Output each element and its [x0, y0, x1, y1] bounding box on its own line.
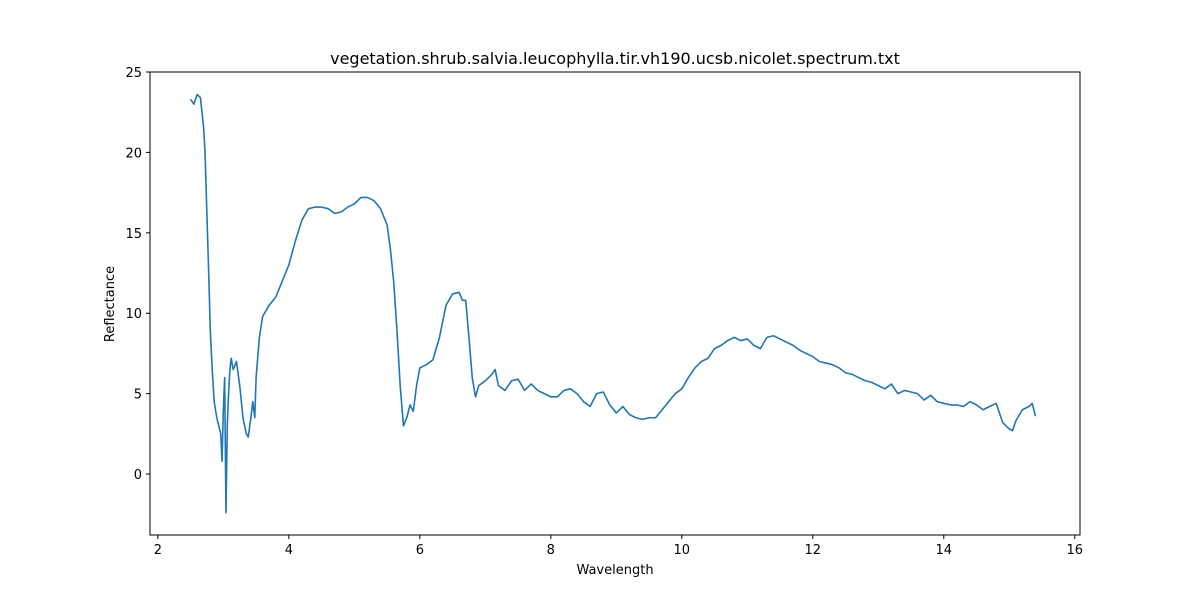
y-tick-label: 10 — [125, 307, 142, 322]
y-tick-label: 20 — [125, 146, 142, 161]
x-tick-label: 6 — [416, 543, 424, 558]
plot-frame — [149, 71, 1081, 536]
y-tick-label: 0 — [134, 468, 142, 483]
x-tick-label: 14 — [936, 543, 953, 558]
x-tick-label: 2 — [154, 543, 162, 558]
x-tick-label: 12 — [805, 543, 822, 558]
chart-title: vegetation.shrub.salvia.leucophylla.tir.… — [330, 49, 900, 68]
y-axis-label: Reflectance — [103, 266, 118, 342]
x-tick-label: 8 — [547, 543, 555, 558]
y-tick-label: 25 — [125, 66, 142, 81]
y-tick-label: 5 — [134, 388, 142, 403]
x-tick-label: 10 — [674, 543, 691, 558]
y-tick-label: 15 — [125, 227, 142, 242]
spectrum-line — [189, 93, 1037, 514]
x-tick-label: 4 — [285, 543, 293, 558]
x-tick-label: 16 — [1066, 543, 1083, 558]
x-axis-label: Wavelength — [576, 563, 653, 578]
